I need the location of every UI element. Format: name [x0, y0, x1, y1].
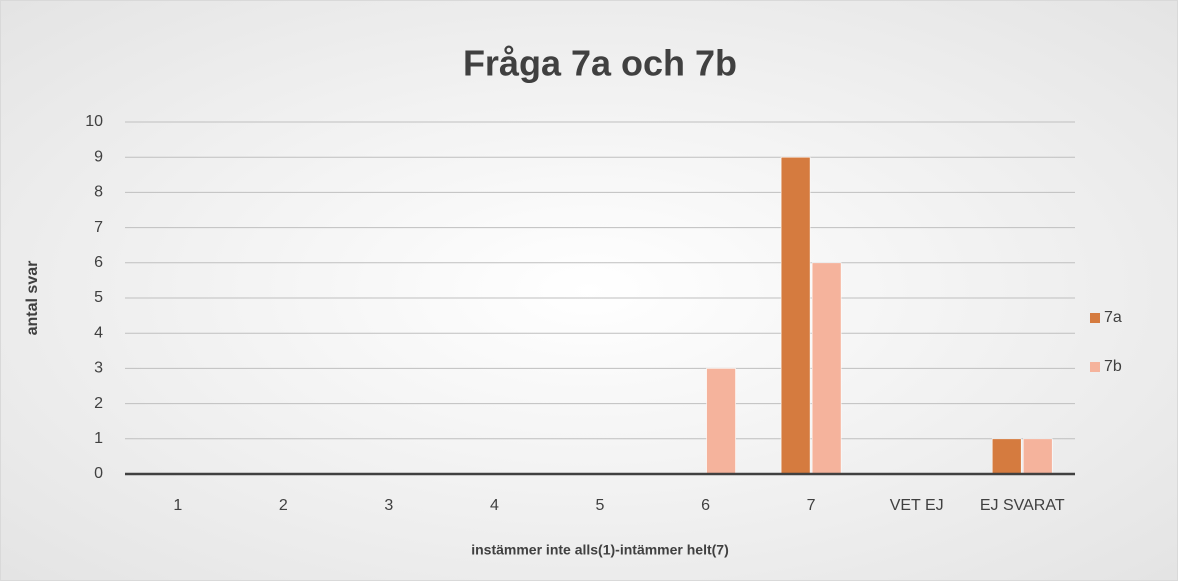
y-tick-label: 8	[94, 184, 103, 201]
x-tick-label: 4	[490, 497, 499, 514]
legend-label: 7a	[1104, 309, 1122, 326]
y-tick-label: 5	[94, 289, 103, 306]
y-tick-label: 10	[85, 113, 103, 130]
x-axis-label: instämmer inte alls(1)-intämmer helt(7)	[471, 542, 729, 558]
y-tick-label: 6	[94, 254, 103, 271]
legend-label: 7b	[1104, 358, 1122, 375]
y-tick-label: 2	[94, 395, 103, 412]
y-tick-label: 1	[94, 430, 103, 447]
y-tick-label: 9	[94, 148, 103, 165]
x-tick-label: VET EJ	[890, 497, 944, 514]
x-tick-label: EJ SVARAT	[980, 497, 1065, 514]
x-tick-label: 7	[807, 497, 816, 514]
x-tick-label: 1	[173, 497, 182, 514]
y-tick-label: 0	[94, 465, 103, 482]
bar	[811, 262, 842, 475]
legend-swatch	[1090, 362, 1100, 372]
bar	[991, 438, 1022, 475]
y-tick-label: 4	[94, 324, 103, 341]
legend-swatch	[1090, 313, 1100, 323]
x-tick-label: 3	[384, 497, 393, 514]
x-tick-label: 5	[596, 497, 605, 514]
x-tick-label: 6	[701, 497, 710, 514]
y-axis-label: antal svar	[24, 261, 41, 336]
chart-title: Fråga 7a och 7b	[463, 43, 737, 84]
bar	[706, 368, 736, 475]
y-tick-label: 7	[94, 219, 103, 236]
y-tick-label: 3	[94, 360, 103, 377]
bar	[1022, 438, 1053, 475]
x-tick-label: 2	[279, 497, 288, 514]
bar	[780, 156, 811, 475]
